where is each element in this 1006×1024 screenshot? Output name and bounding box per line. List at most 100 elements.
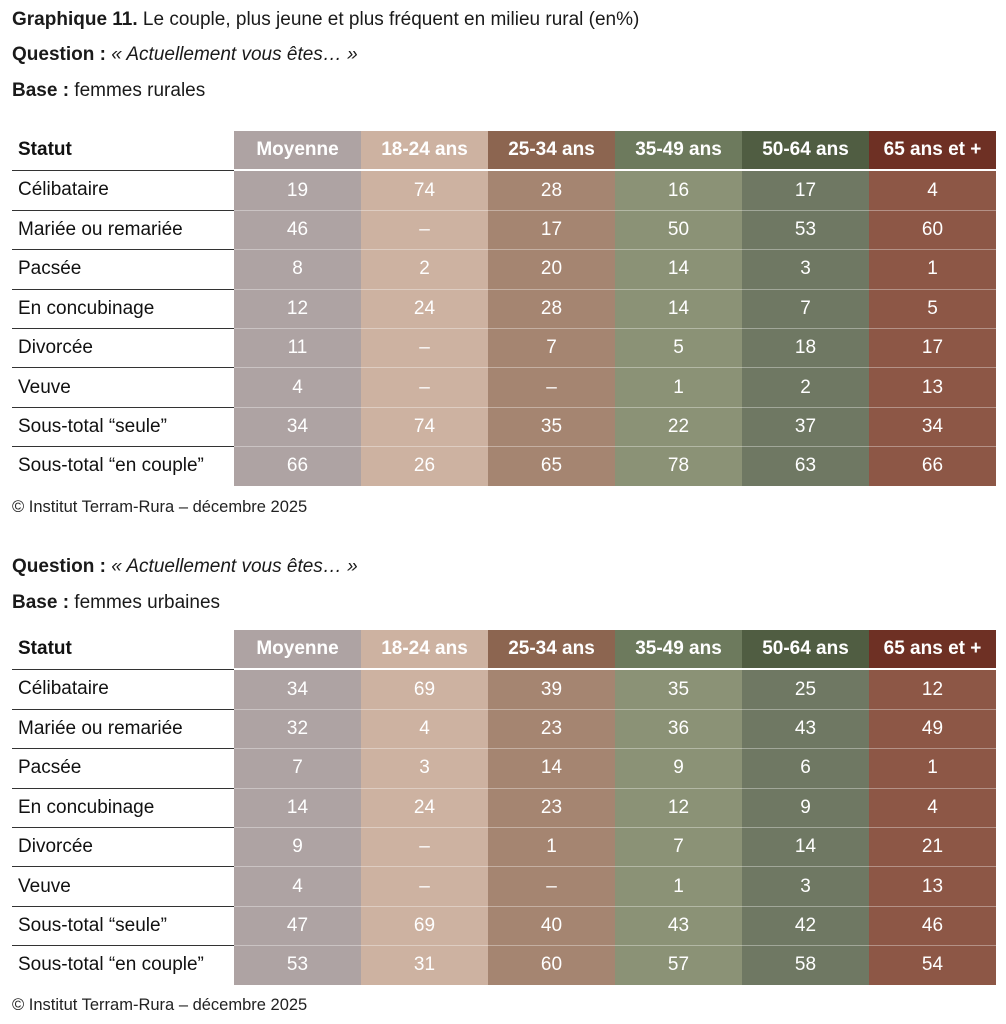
cell-value: 50 — [615, 210, 742, 251]
cell-value: 9 — [742, 788, 869, 828]
row-label: Pacsée — [12, 748, 234, 789]
cell-value: 22 — [615, 407, 742, 448]
cell-value: 43 — [742, 709, 869, 750]
cell-value: 66 — [869, 446, 996, 486]
column-header-statut: Statut — [12, 630, 234, 670]
cell-value: 35 — [488, 407, 615, 448]
table-row: Sous-total “en couple” 53 31 60 57 58 54 — [12, 945, 996, 985]
table-row: Sous-total “seule” 34 74 35 22 37 34 — [12, 407, 996, 448]
cell-value: 3 — [742, 249, 869, 290]
cell-value: 46 — [869, 906, 996, 947]
cell-value: 12 — [615, 788, 742, 828]
cell-value: 42 — [742, 906, 869, 947]
base-line-2: Base : femmes urbaines — [12, 592, 220, 614]
cell-value: 20 — [488, 249, 615, 290]
cell-value: 16 — [615, 170, 742, 211]
table-row: En concubinage 12 24 28 14 7 5 — [12, 289, 996, 329]
cell-value: 17 — [488, 210, 615, 251]
table-row: Célibataire 19 74 28 16 17 4 — [12, 170, 996, 211]
source-note-1: © Institut Terram-Rura – décembre 2025 — [12, 498, 308, 516]
cell-value: – — [361, 328, 488, 369]
rural-table: Statut Moyenne 18-24 ans 25-34 ans 35-49 ans… — [12, 131, 996, 486]
table-row: Pacsée 8 2 20 14 3 1 — [12, 249, 996, 290]
cell-value: 13 — [869, 866, 996, 907]
cell-value: 69 — [361, 906, 488, 947]
cell-value: 9 — [615, 748, 742, 789]
row-label: Célibataire — [12, 170, 234, 211]
cell-value: 66 — [234, 446, 361, 486]
cell-value: 3 — [742, 866, 869, 907]
cell-value: 6 — [742, 748, 869, 789]
row-label: Sous-total “seule” — [12, 906, 234, 947]
cell-value: 60 — [869, 210, 996, 251]
column-header: 65 ans et + — [869, 131, 996, 172]
cell-value: 35 — [615, 669, 742, 710]
question-label: Question : — [12, 556, 106, 577]
cell-value: 43 — [615, 906, 742, 947]
row-label: Divorcée — [12, 328, 234, 369]
cell-value: 78 — [615, 446, 742, 486]
cell-value: 12 — [234, 289, 361, 329]
cell-value: 19 — [234, 170, 361, 211]
question-line-2: Question : « Actuellement vous êtes… » — [12, 556, 358, 578]
cell-value: – — [488, 367, 615, 408]
cell-value: 25 — [742, 669, 869, 710]
cell-value: – — [488, 866, 615, 907]
cell-value: 5 — [869, 289, 996, 329]
question-text: « Actuellement vous êtes… » — [105, 44, 358, 65]
row-label: Veuve — [12, 367, 234, 408]
cell-value: 65 — [488, 446, 615, 486]
cell-value: 24 — [361, 788, 488, 828]
cell-value: 18 — [742, 328, 869, 369]
cell-value: 1 — [869, 748, 996, 789]
table-row: Mariée ou remariée 32 4 23 36 43 49 — [12, 709, 996, 750]
column-header: Moyenne — [234, 131, 361, 172]
column-header: Moyenne — [234, 630, 361, 671]
row-label: Pacsée — [12, 249, 234, 290]
cell-value: 14 — [615, 289, 742, 329]
cell-value: 12 — [869, 669, 996, 710]
cell-value: 47 — [234, 906, 361, 947]
cell-value: 1 — [615, 866, 742, 907]
table-row: Divorcée 11–7 5 18 17 — [12, 328, 996, 369]
cell-value: 37 — [742, 407, 869, 448]
table-row: Célibataire 34 69 39 35 25 12 — [12, 669, 996, 710]
base-label: Base : — [12, 80, 70, 101]
urban-table: Statut Moyenne 18-24 ans 25-34 ans 35-49 ans… — [12, 630, 996, 985]
cell-value: 26 — [361, 446, 488, 486]
cell-value: 11 — [234, 328, 361, 369]
cell-value: 39 — [488, 669, 615, 710]
cell-value: 13 — [869, 367, 996, 408]
chart-title-number: Graphique 11. — [12, 9, 138, 30]
row-label: Sous-total “seule” — [12, 407, 234, 448]
cell-value: 4 — [234, 866, 361, 907]
table-row: Pacsée 7 3 14 9 6 1 — [12, 748, 996, 789]
column-header: 65 ans et + — [869, 630, 996, 671]
table-row: Divorcée 9–1 7 14 21 — [12, 827, 996, 868]
cell-value: 32 — [234, 709, 361, 750]
cell-value: 4 — [361, 709, 488, 750]
cell-value: 34 — [234, 407, 361, 448]
cell-value: 1 — [488, 827, 615, 868]
cell-value: 2 — [361, 249, 488, 290]
base-line-1: Base : femmes rurales — [12, 80, 205, 102]
column-header: 25-34 ans — [488, 630, 615, 671]
cell-value: 9 — [234, 827, 361, 868]
row-label: En concubinage — [12, 289, 234, 329]
cell-value: – — [361, 827, 488, 868]
table-row: Mariée ou remariée 46–17 50 53 60 — [12, 210, 996, 251]
cell-value: 74 — [361, 170, 488, 211]
cell-value: 14 — [234, 788, 361, 828]
question-line-1: Question : « Actuellement vous êtes… » — [12, 44, 358, 66]
cell-value: 17 — [742, 170, 869, 211]
row-label: Sous-total “en couple” — [12, 446, 234, 486]
cell-value: 7 — [234, 748, 361, 789]
column-header: 50-64 ans — [742, 131, 869, 172]
cell-value: – — [361, 866, 488, 907]
row-label: Célibataire — [12, 669, 234, 710]
base-text: femmes rurales — [69, 80, 206, 101]
row-label: Veuve — [12, 866, 234, 907]
row-label: Sous-total “en couple” — [12, 945, 234, 985]
base-label: Base : — [12, 592, 70, 613]
column-header: 18-24 ans — [361, 630, 488, 671]
